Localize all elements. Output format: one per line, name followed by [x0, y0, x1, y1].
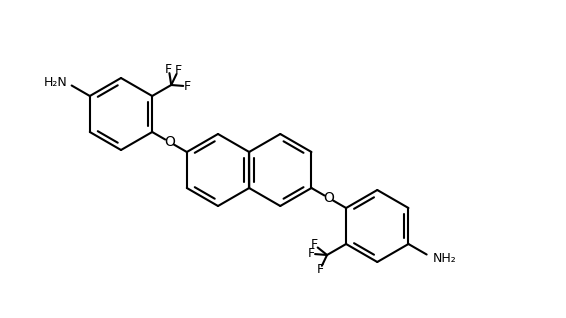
Text: F: F [316, 263, 324, 276]
Text: F: F [183, 80, 191, 93]
Text: NH₂: NH₂ [432, 252, 456, 265]
Text: O: O [164, 135, 175, 149]
Text: F: F [311, 238, 318, 252]
Text: H₂N: H₂N [44, 77, 67, 89]
Text: F: F [165, 63, 173, 76]
Text: F: F [174, 64, 182, 77]
Text: F: F [307, 247, 315, 260]
Text: O: O [323, 191, 334, 205]
